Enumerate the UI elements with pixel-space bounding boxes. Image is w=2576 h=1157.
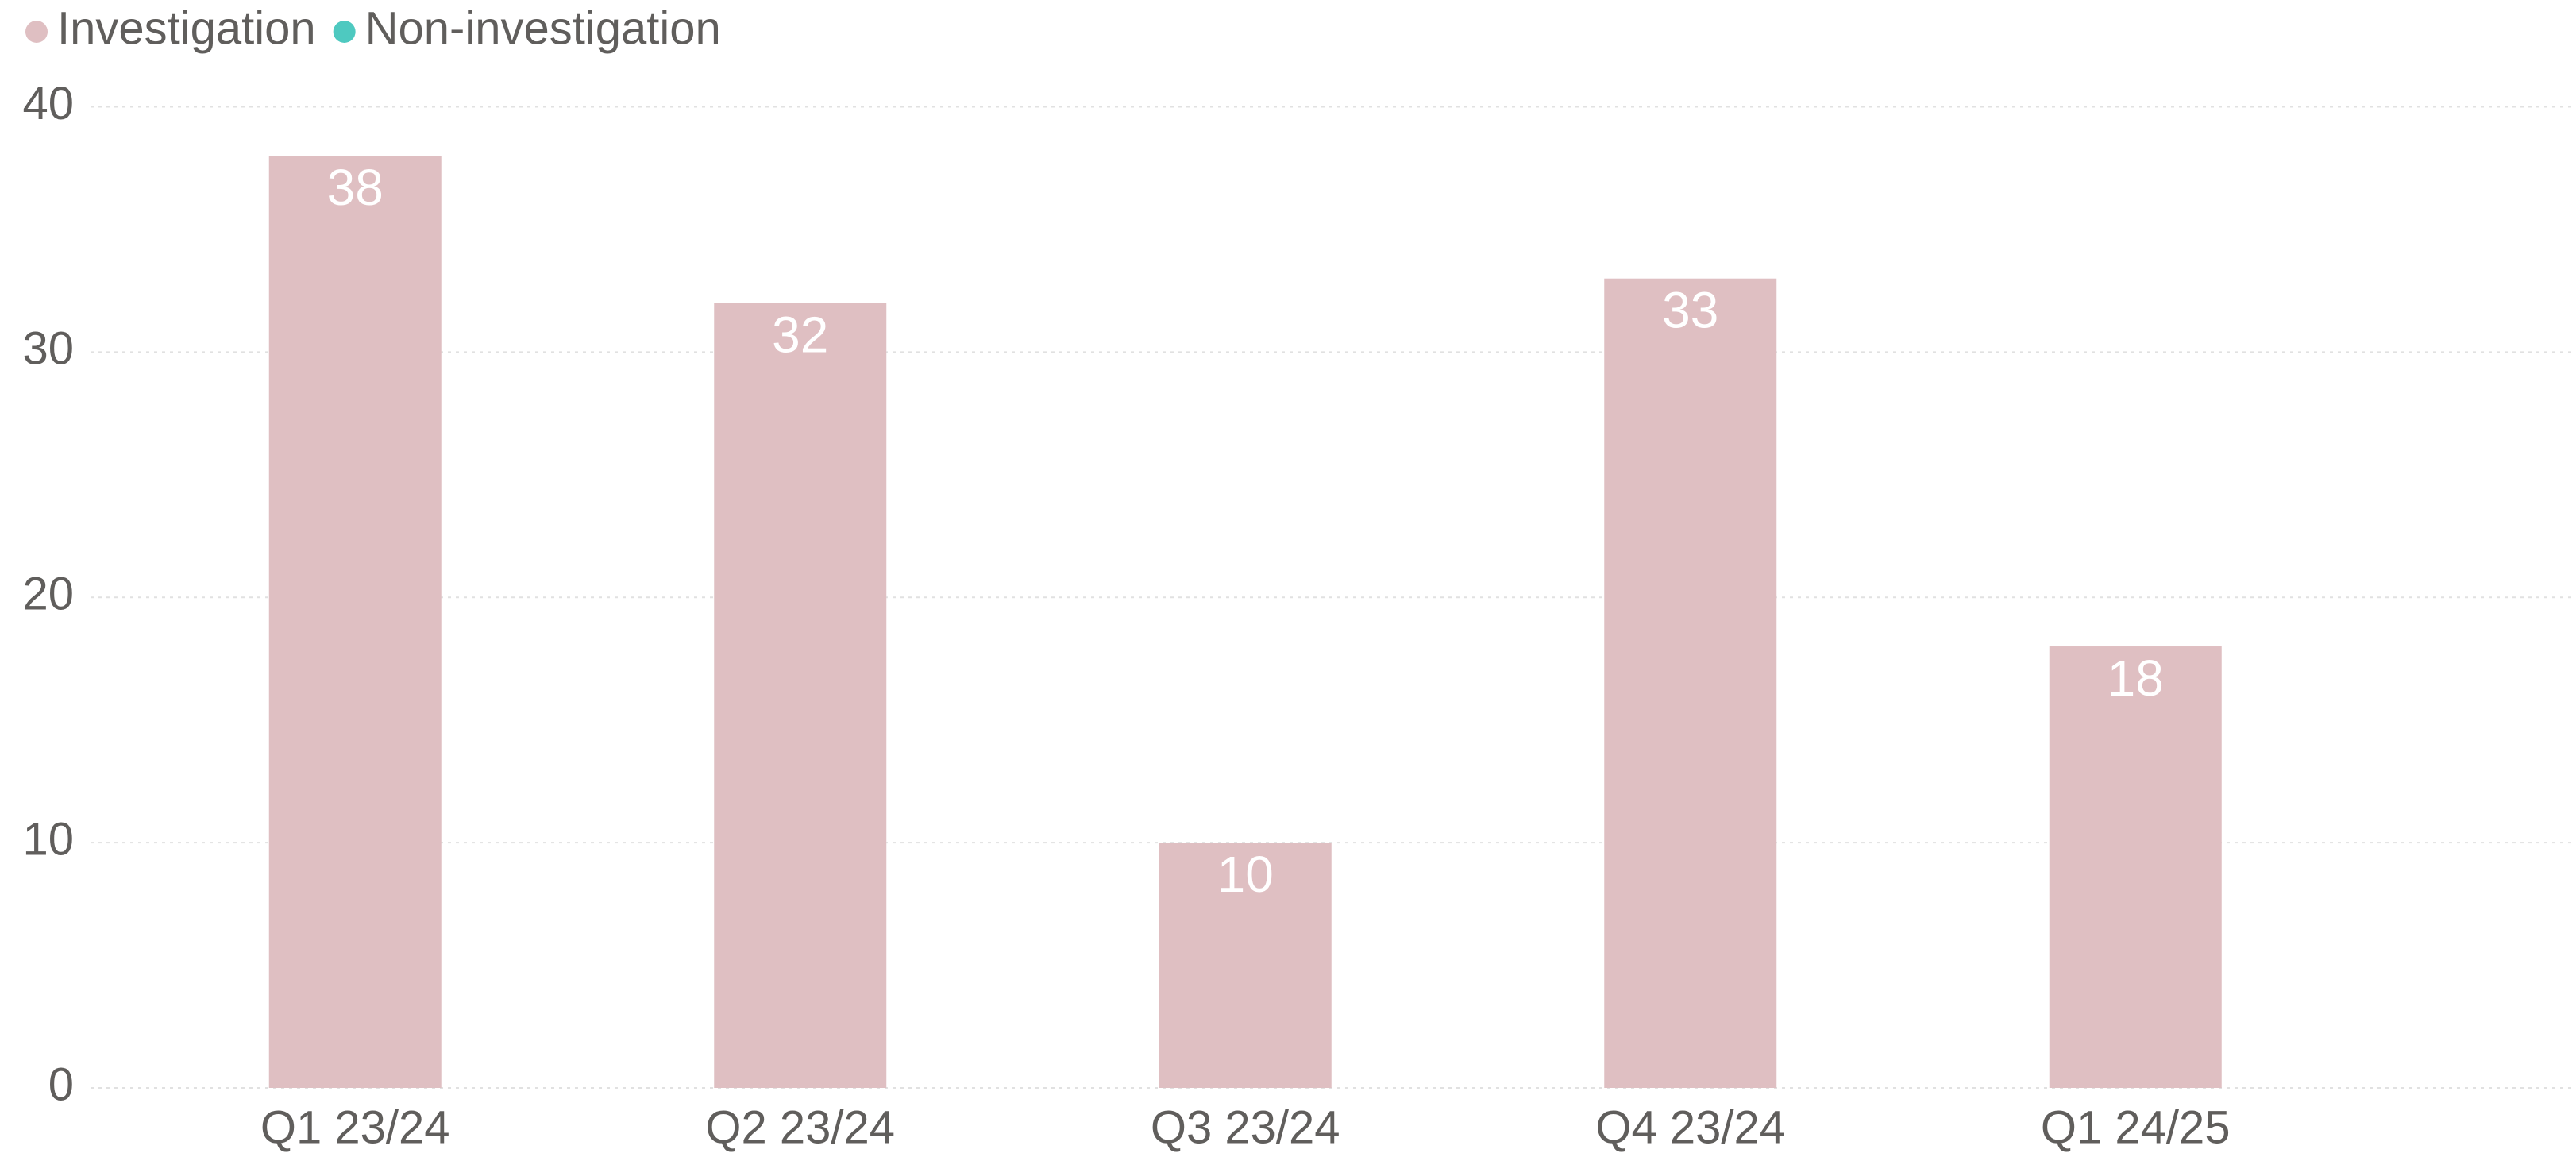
data-label: 32	[772, 307, 828, 364]
data-label: 10	[1217, 846, 1274, 903]
x-tick-label: Q2 23/24	[705, 1101, 895, 1153]
x-tick-label: Q3 23/24	[1151, 1101, 1340, 1153]
data-label: 33	[1662, 282, 1718, 339]
x-tick-label: Q1 23/24	[260, 1101, 450, 1153]
y-tick-label: 20	[22, 569, 74, 620]
bar	[2049, 646, 2222, 1088]
bar	[1604, 278, 1777, 1088]
bar	[268, 156, 442, 1088]
legend-label: Investigation	[57, 2, 316, 54]
legend-label: Non-investigation	[365, 2, 721, 54]
y-tick-label: 10	[22, 813, 74, 865]
data-label: 38	[327, 159, 384, 216]
x-tick-label: Q4 23/24	[1595, 1101, 1785, 1153]
x-tick-label: Q1 24/25	[2041, 1101, 2231, 1153]
bar	[714, 303, 887, 1089]
bar	[1159, 843, 1332, 1088]
legend-marker	[25, 21, 48, 43]
y-tick-label: 30	[22, 323, 74, 375]
y-tick-label: 40	[22, 78, 74, 129]
legend-marker	[333, 21, 356, 43]
y-tick-label: 0	[48, 1059, 74, 1110]
data-label: 18	[2107, 650, 2164, 707]
